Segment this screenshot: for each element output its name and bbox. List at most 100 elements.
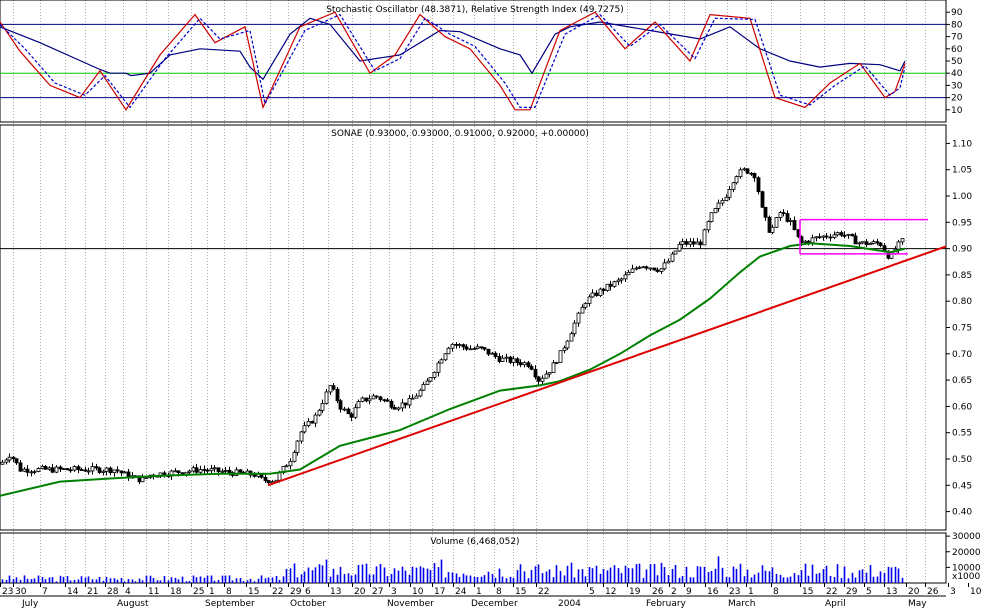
candle-body [824, 235, 829, 238]
volume-y-axis: 10000 20000 30000 [946, 532, 981, 573]
candle-body [839, 232, 844, 236]
moving-average-line [0, 242, 906, 497]
candle-body [515, 358, 520, 363]
price-plot [0, 167, 947, 497]
candle-body [4, 459, 9, 463]
candle-body [756, 177, 761, 193]
oscillator-y-tick-label: 90 [951, 8, 963, 18]
candle-body [22, 468, 27, 472]
oscillator-series-line [0, 13, 906, 109]
candle-body [752, 173, 757, 179]
x-day-label: 23 [729, 587, 740, 597]
oscillator-plot [0, 11, 946, 111]
x-month-label: May [908, 599, 927, 608]
x-day-label: 13 [330, 587, 341, 597]
candle-body [821, 235, 826, 238]
x-day-label: 22 [826, 587, 837, 597]
candle-body [61, 468, 66, 470]
candle-body [187, 470, 192, 473]
candle-body [770, 226, 775, 233]
candle-body [569, 333, 574, 342]
x-day-label: 12 [605, 587, 616, 597]
candle-body [288, 460, 293, 467]
candle-body [385, 399, 390, 402]
candle-body [389, 400, 394, 408]
candle-body [612, 281, 617, 287]
candle-body [475, 346, 480, 349]
x-day-label: 24 [455, 587, 467, 597]
candle-body [400, 402, 405, 409]
candle-body [68, 469, 73, 472]
candle-body [58, 466, 63, 470]
volume-unit-label: x1000 [952, 572, 981, 582]
candle-body [850, 233, 855, 237]
x-month-label: September [205, 599, 255, 608]
candle-body [382, 399, 387, 402]
candle-body [695, 241, 700, 245]
candle-body [853, 235, 858, 245]
candle-body [860, 241, 865, 244]
candle-body [731, 182, 736, 190]
x-day-label: 18 [170, 587, 182, 597]
price-y-tick-label: 0.50 [952, 455, 972, 465]
candle-body [223, 469, 228, 472]
price-y-tick-label: 1.10 [952, 139, 972, 149]
candle-body [194, 467, 199, 473]
price-y-tick-label: 1.00 [952, 192, 972, 202]
x-day-label: 20 [908, 587, 920, 597]
x-day-label: 5 [589, 587, 595, 597]
x-day-label: 1 [748, 587, 754, 597]
candle-body [508, 356, 513, 363]
candle-body [472, 348, 477, 350]
price-y-tick-label: 0.60 [952, 402, 972, 412]
candle-body [367, 398, 372, 402]
candle-body [324, 391, 329, 404]
candle-body [659, 268, 664, 272]
candle-body [464, 346, 469, 350]
candle-body [216, 467, 221, 473]
candle-body [720, 199, 725, 204]
x-day-label: 15 [515, 587, 526, 597]
x-day-label: 3 [950, 587, 956, 597]
candle-body [198, 469, 203, 473]
candle-body [356, 400, 361, 409]
candle-body [112, 469, 117, 474]
candle-body [83, 469, 88, 472]
candle-body [122, 471, 127, 474]
candle-body [227, 469, 232, 474]
candle-body [0, 461, 5, 465]
candle-body [562, 347, 567, 352]
candle-body [738, 169, 743, 178]
candle-body [626, 271, 631, 276]
candle-body [709, 212, 714, 222]
x-day-label: 1 [476, 587, 482, 597]
candle-body [184, 471, 189, 475]
candle-body [511, 358, 516, 363]
candle-body [414, 395, 419, 399]
candle-body [742, 168, 747, 171]
candle-body [295, 440, 300, 453]
price-y-tick-label: 0.95 [952, 218, 972, 228]
x-day-label: 15 [248, 587, 259, 597]
candle-body [29, 471, 34, 474]
candle-body [835, 232, 840, 236]
price-y-tick-label: 0.80 [952, 297, 972, 307]
candle-body [97, 467, 102, 473]
x-day-label: 8 [496, 587, 502, 597]
x-day-label: 28 [107, 587, 119, 597]
candle-body [688, 241, 693, 245]
candle-body [306, 421, 311, 427]
candle-body [745, 168, 750, 174]
candle-body [785, 213, 790, 222]
candle-body [378, 396, 383, 401]
candle-body [108, 467, 113, 474]
candle-body [421, 384, 426, 391]
candle-body [623, 274, 628, 280]
volume-y-tick-label: 10000 [952, 563, 981, 573]
oscillator-series-line [0, 17, 906, 81]
candle-body [875, 241, 880, 244]
oscillator-title: Stochastic Oscillator (48.3871), Relativ… [326, 5, 624, 15]
candle-body [104, 467, 109, 472]
x-day-label: 15 [802, 587, 813, 597]
